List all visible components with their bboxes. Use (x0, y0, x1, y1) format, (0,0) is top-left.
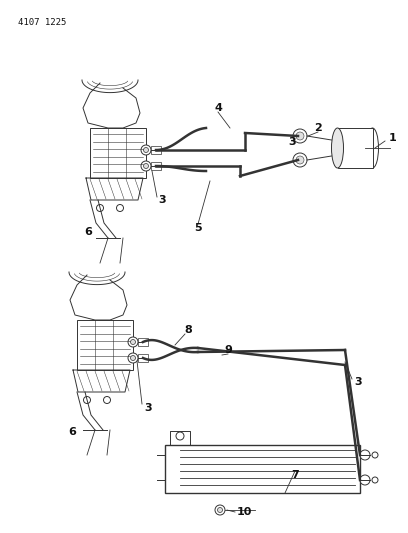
Circle shape (360, 450, 370, 460)
Circle shape (176, 432, 184, 440)
Bar (138, 354, 148, 362)
Text: 3: 3 (158, 195, 166, 205)
Text: 2: 2 (314, 123, 322, 133)
Circle shape (144, 164, 149, 168)
Circle shape (141, 145, 151, 155)
Text: 1: 1 (389, 133, 397, 143)
Text: 8: 8 (184, 325, 192, 335)
Circle shape (296, 132, 304, 140)
Circle shape (117, 205, 124, 212)
Text: 9: 9 (224, 345, 232, 355)
Bar (138, 338, 148, 346)
Bar (337, 128, 373, 168)
Bar (151, 146, 161, 154)
Circle shape (141, 161, 151, 171)
Text: 5: 5 (194, 223, 202, 233)
Circle shape (372, 477, 378, 483)
Bar (165, 445, 360, 493)
Text: 3: 3 (288, 137, 296, 147)
Circle shape (293, 129, 307, 143)
Ellipse shape (331, 128, 344, 168)
Text: 3: 3 (144, 403, 152, 413)
Text: 6: 6 (84, 227, 92, 237)
Circle shape (215, 505, 225, 515)
Text: 3: 3 (354, 377, 362, 387)
Circle shape (144, 148, 149, 152)
Text: 4: 4 (214, 103, 222, 113)
Bar (151, 162, 161, 170)
Ellipse shape (366, 128, 379, 168)
Text: 10: 10 (237, 507, 253, 517)
Circle shape (97, 205, 104, 212)
Circle shape (131, 356, 135, 360)
Circle shape (128, 353, 138, 363)
Circle shape (131, 340, 135, 344)
Circle shape (360, 475, 370, 485)
Text: 7: 7 (291, 470, 299, 480)
Bar (90, 128, 146, 178)
Circle shape (128, 337, 138, 347)
Circle shape (293, 153, 307, 167)
Circle shape (296, 156, 304, 164)
Circle shape (372, 452, 378, 458)
Bar (77, 320, 133, 370)
Text: 4107 1225: 4107 1225 (18, 18, 67, 27)
Circle shape (84, 397, 91, 403)
Text: 6: 6 (68, 427, 76, 437)
Circle shape (104, 397, 111, 403)
Circle shape (217, 507, 222, 513)
